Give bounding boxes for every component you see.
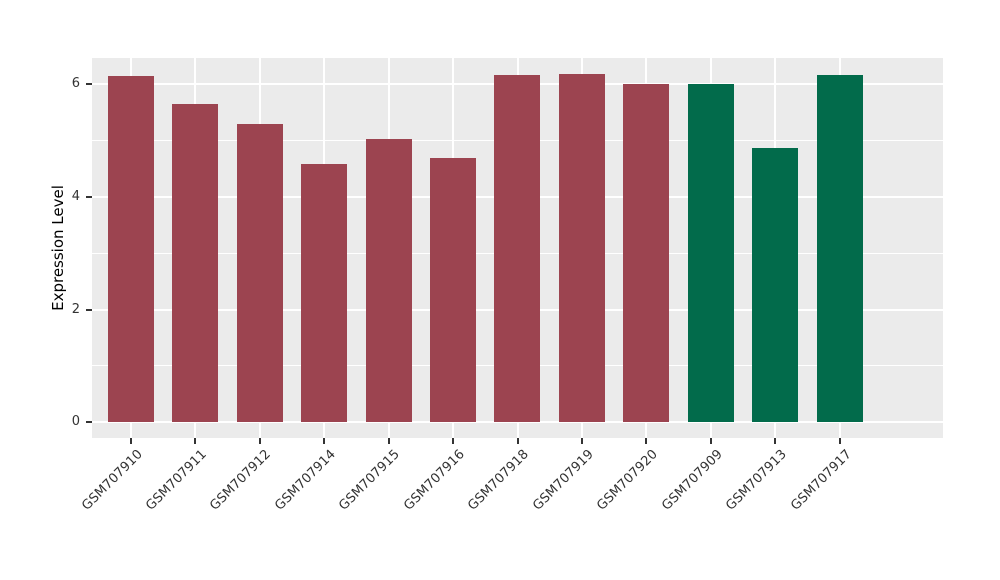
y-tick-label: 0 [71,414,80,430]
x-tick-label: GSM707918 [465,447,533,514]
bar [366,138,412,423]
x-tick-label: GSM707919 [530,447,597,514]
bar [108,76,154,423]
x-tick-mark [452,438,455,444]
bar [494,74,540,423]
bar [688,84,734,423]
x-tick-label: GSM707912 [207,447,275,514]
x-tick-label: GSM707915 [336,447,404,514]
x-tick-label: GSM707910 [78,447,146,514]
bar [817,74,863,423]
x-tick-mark [258,438,261,444]
y-tick-mark [86,308,92,311]
y-tick-mark [86,421,92,424]
x-tick-mark [194,438,197,444]
bar [172,104,218,423]
y-tick-label: 6 [71,76,80,92]
x-tick-mark [323,438,326,444]
plot-panel [92,58,943,438]
y-tick-label: 2 [71,301,80,317]
bar [752,148,798,423]
x-tick-mark [645,438,648,444]
bar [559,73,605,423]
x-tick-label: GSM707913 [723,447,790,514]
x-tick-mark [387,438,390,444]
y-axis-title: Expression Level [49,185,67,311]
x-tick-label: GSM707914 [272,447,339,514]
bar [623,83,669,423]
x-tick-label: GSM707917 [787,447,855,514]
x-tick-mark [709,438,712,444]
x-tick-mark [774,438,777,444]
x-tick-label: GSM707916 [401,447,468,514]
x-tick-label: GSM707911 [143,447,210,514]
x-tick-mark [580,438,583,444]
y-tick-mark [86,83,92,86]
x-tick-label: GSM707920 [594,447,662,514]
x-tick-label: GSM707909 [658,447,726,514]
y-tick-mark [86,196,92,199]
bar [430,157,476,423]
bar [301,163,347,423]
x-tick-mark [838,438,841,444]
y-tick-label: 4 [71,189,80,205]
x-tick-mark [516,438,519,444]
bar [237,123,283,423]
x-tick-mark [129,438,132,444]
